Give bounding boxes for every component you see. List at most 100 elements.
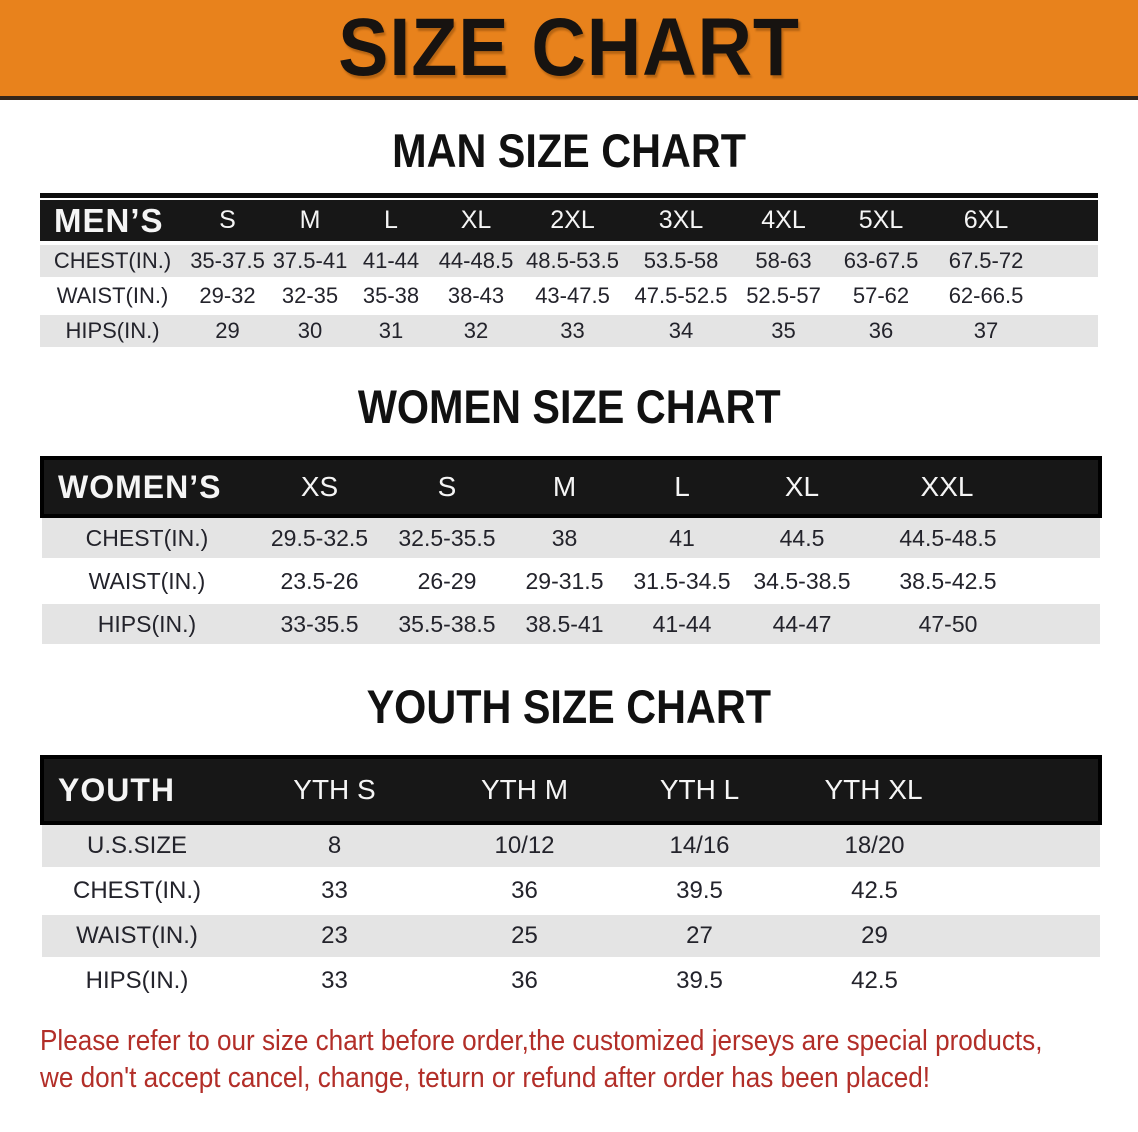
size-value-cell: 35-37.5 xyxy=(185,241,270,280)
row-label: CHEST(IN.) xyxy=(40,241,185,280)
size-value-cell: 33 xyxy=(232,868,437,915)
size-value-cell: 41-44 xyxy=(350,241,432,280)
size-value-cell: 43-47.5 xyxy=(520,278,625,315)
size-value-cell: 35.5-38.5 xyxy=(387,602,507,647)
youth-size-chart-heading-text: YOUTH SIZE CHART xyxy=(366,680,772,733)
youth-size-chart-heading: YOUTH SIZE CHART xyxy=(0,683,1138,730)
size-value-cell: 23.5-26 xyxy=(252,559,387,604)
table-row: CHEST(IN.) 29.5-32.5 32.5-35.5 38 41 44.5 44.5… xyxy=(42,514,1100,561)
women-size-chart-heading: WOMEN SIZE CHART xyxy=(0,383,1138,430)
man-size-chart-heading-text: MAN SIZE CHART xyxy=(392,124,746,177)
size-column-header: YTH L xyxy=(612,755,787,825)
size-value-cell: 30 xyxy=(270,313,350,350)
mens-size-table: MEN’S S M L XL 2XL 3XL 4XL 5XL 6XL CHEST(IN.) 35-… xyxy=(40,200,1098,350)
size-value-cell: 29-32 xyxy=(185,278,270,315)
size-value-cell: 31 xyxy=(350,313,432,350)
size-value-cell: 58-63 xyxy=(737,241,830,280)
size-value-cell: 42.5 xyxy=(787,958,1100,1005)
row-label: WAIST(IN.) xyxy=(42,913,232,960)
size-value-cell: 32 xyxy=(432,313,520,350)
size-column-header: 2XL xyxy=(520,200,625,243)
size-column-header: S xyxy=(387,456,507,518)
size-column-header: YTH S xyxy=(232,755,437,825)
row-label: WAIST(IN.) xyxy=(40,278,185,315)
youth-header-row: YOUTH YTH S YTH M YTH L YTH XL xyxy=(40,755,1102,825)
table-row: WAIST(IN.) 23.5-26 26-29 29-31.5 31.5-34.5 34… xyxy=(42,559,1100,604)
row-label: CHEST(IN.) xyxy=(42,514,252,561)
women-size-chart-heading-text: WOMEN SIZE CHART xyxy=(357,380,781,433)
row-label: HIPS(IN.) xyxy=(40,313,185,350)
size-value-cell: 44.5-48.5 xyxy=(862,514,1100,561)
disclaimer-line-2: we don't accept cancel, change, teturn o… xyxy=(40,1061,931,1094)
size-value-cell: 23 xyxy=(232,913,437,960)
size-value-cell: 38 xyxy=(507,514,622,561)
table-row: WAIST(IN.) 23 25 27 29 xyxy=(42,913,1100,960)
man-size-chart-section: MAN SIZE CHART MEN’S S M L XL 2XL 3XL 4XL 5XL 6X… xyxy=(0,127,1138,350)
size-value-cell: 38-43 xyxy=(432,278,520,315)
size-value-cell: 25 xyxy=(437,913,612,960)
size-value-cell: 36 xyxy=(437,958,612,1005)
womens-header-row: WOMEN’S XS S M L XL XXL xyxy=(40,456,1102,518)
size-value-cell: 47.5-52.5 xyxy=(625,278,737,315)
table-row: WAIST(IN.) 29-32 32-35 35-38 38-43 43-47.5 47.… xyxy=(40,278,1098,315)
youth-table-frame: YOUTH YTH S YTH M YTH L YTH XL U.S.SIZE 8 10/… xyxy=(40,755,1102,1005)
size-value-cell: 39.5 xyxy=(612,868,787,915)
row-label: CHEST(IN.) xyxy=(42,868,232,915)
table-row: CHEST(IN.) 33 36 39.5 42.5 xyxy=(42,868,1100,915)
size-column-header: YTH XL xyxy=(787,755,1102,825)
size-value-cell: 14/16 xyxy=(612,821,787,870)
mens-header-row: MEN’S S M L XL 2XL 3XL 4XL 5XL 6XL xyxy=(40,200,1098,243)
size-column-header: M xyxy=(507,456,622,518)
size-column-header: M xyxy=(270,200,350,243)
size-value-cell: 47-50 xyxy=(862,602,1100,647)
row-label: U.S.SIZE xyxy=(42,821,232,870)
size-value-cell: 63-67.5 xyxy=(830,241,932,280)
size-value-cell: 44-48.5 xyxy=(432,241,520,280)
youth-size-table: YOUTH YTH S YTH M YTH L YTH XL U.S.SIZE 8 10/… xyxy=(40,755,1102,1005)
size-column-header: XXL xyxy=(862,456,1102,518)
size-value-cell: 37.5-41 xyxy=(270,241,350,280)
size-value-cell: 26-29 xyxy=(387,559,507,604)
size-value-cell: 35-38 xyxy=(350,278,432,315)
size-chart-banner: SIZE CHART xyxy=(0,0,1138,100)
size-column-header: L xyxy=(350,200,432,243)
mens-table-corner-label: MEN’S xyxy=(40,200,185,243)
row-label: HIPS(IN.) xyxy=(42,602,252,647)
size-value-cell: 10/12 xyxy=(437,821,612,870)
size-value-cell: 67.5-72 xyxy=(932,241,1098,280)
row-label: HIPS(IN.) xyxy=(42,958,232,1005)
size-value-cell: 44.5 xyxy=(742,514,862,561)
size-value-cell: 42.5 xyxy=(787,868,1100,915)
size-value-cell: 35 xyxy=(737,313,830,350)
size-value-cell: 53.5-58 xyxy=(625,241,737,280)
table-row: HIPS(IN.) 33 36 39.5 42.5 xyxy=(42,958,1100,1005)
size-value-cell: 57-62 xyxy=(830,278,932,315)
size-value-cell: 8 xyxy=(232,821,437,870)
size-chart-title: SIZE CHART xyxy=(338,2,800,93)
size-value-cell: 33-35.5 xyxy=(252,602,387,647)
womens-table-corner-label: WOMEN’S xyxy=(40,456,252,518)
row-label: WAIST(IN.) xyxy=(42,559,252,604)
size-value-cell: 18/20 xyxy=(787,821,1100,870)
disclaimer-text: Please refer to our size chart before or… xyxy=(40,1023,1043,1096)
man-size-chart-heading: MAN SIZE CHART xyxy=(0,127,1138,174)
table-row: CHEST(IN.) 35-37.5 37.5-41 41-44 44-48.5 48.5… xyxy=(40,241,1098,280)
size-value-cell: 44-47 xyxy=(742,602,862,647)
size-value-cell: 34 xyxy=(625,313,737,350)
size-value-cell: 32-35 xyxy=(270,278,350,315)
womens-size-table: WOMEN’S XS S M L XL XXL CHEST(IN.) 29.5-32.5 32… xyxy=(40,456,1102,647)
size-column-header: 6XL xyxy=(932,200,1098,243)
size-value-cell: 37 xyxy=(932,313,1098,350)
size-value-cell: 34.5-38.5 xyxy=(742,559,862,604)
table-row: HIPS(IN.) 33-35.5 35.5-38.5 38.5-41 41-44 44-… xyxy=(42,602,1100,647)
mens-table-frame: MEN’S S M L XL 2XL 3XL 4XL 5XL 6XL CHEST(IN.) 35-… xyxy=(40,193,1098,350)
size-column-header: XL xyxy=(742,456,862,518)
size-column-header: 5XL xyxy=(830,200,932,243)
youth-size-chart-section: YOUTH SIZE CHART YOUTH YTH S YTH M YTH L YT… xyxy=(0,683,1138,1005)
size-column-header: XL xyxy=(432,200,520,243)
size-value-cell: 52.5-57 xyxy=(737,278,830,315)
size-value-cell: 62-66.5 xyxy=(932,278,1098,315)
size-value-cell: 36 xyxy=(830,313,932,350)
youth-table-corner-label: YOUTH xyxy=(40,755,232,825)
disclaimer-line-1: Please refer to our size chart before or… xyxy=(40,1025,1043,1057)
